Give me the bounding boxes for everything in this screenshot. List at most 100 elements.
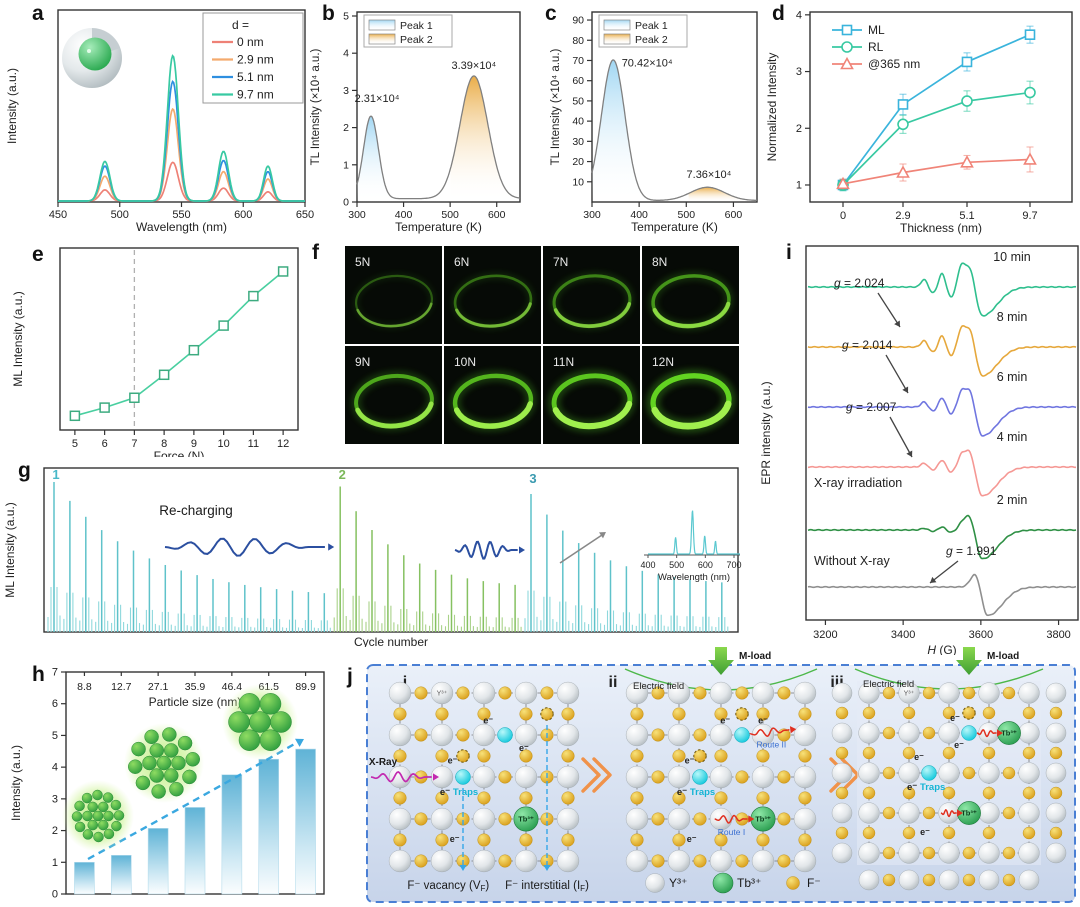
tl-glow-curve: 300 400 500 600 0 1 2 3 4 5 Temperature (K) TL Inte…	[310, 11, 521, 234]
svg-text:@365 nm: @365 nm	[868, 57, 920, 71]
bar-89.9	[295, 748, 316, 895]
svg-text:1: 1	[52, 467, 59, 482]
panel-b-chart: 300 400 500 600 0 1 2 3 4 5 Temperature (K) TL Inte…	[305, 0, 545, 240]
y-axis-label: ML Intensity (a.u.)	[11, 291, 25, 387]
defect-label: F⁻ vacancy (VF)	[407, 880, 489, 893]
panel-a: a 450 500 550 600 650 Wavelength (nm) Intensit…	[0, 0, 330, 235]
cycle-spike-cluster	[317, 593, 331, 632]
route2-arrow-iii	[976, 729, 997, 738]
x-axis-label: Thickness (nm)	[900, 221, 982, 235]
g-value-annotation: g = 2.014	[842, 338, 893, 352]
panel-e: e 5 6 7 8 9 10 11 12 Force (N) ML Intensity (a.u.…	[0, 235, 305, 463]
g-value-annotation: g = 2.007	[846, 400, 897, 414]
nanoparticle-cluster	[124, 723, 204, 803]
spectrum-2.9 nm	[58, 107, 305, 202]
y-axis-label: Normalized Intensity	[765, 53, 779, 162]
svg-text:3200: 3200	[813, 629, 837, 641]
svg-text:Peak 2: Peak 2	[400, 34, 433, 46]
svg-text:40: 40	[572, 116, 584, 128]
mechanism-schematic: i Tb³⁺ Y³⁺ e⁻ e⁻ e⁻ e⁻ Traps e⁻ X-Ray F⁻ vacancy …	[366, 647, 1076, 903]
svg-text:4: 4	[52, 762, 58, 774]
svg-text:e⁻: e⁻	[914, 752, 924, 762]
bar-27.1	[147, 828, 169, 895]
svg-text:11: 11	[248, 438, 259, 450]
area-Peak 1	[592, 60, 689, 202]
epr-curve-8 min	[807, 324, 1077, 377]
svg-text:7: 7	[52, 667, 58, 679]
ml-cycling: Cycle number ML Intensity (a.u.) 1 2 3 Re-cha…	[3, 467, 742, 649]
svg-text:500: 500	[441, 209, 459, 221]
force-label: 7N	[553, 255, 568, 269]
svg-text:Tb³⁺: Tb³⁺	[518, 815, 534, 824]
panel-i-label: i	[786, 241, 792, 264]
y-axis-label: Intensity (a.u.)	[9, 745, 23, 821]
svg-text:2: 2	[343, 122, 349, 134]
svg-text:9.7 nm: 9.7 nm	[237, 88, 274, 102]
panel-a-label: a	[32, 2, 44, 25]
area-Peak 2	[450, 75, 520, 202]
g-value-annotation: g = 2.024	[834, 276, 885, 290]
svg-text:30: 30	[572, 136, 584, 148]
force-label: 5N	[355, 255, 370, 269]
svg-text:0 nm: 0 nm	[237, 35, 264, 49]
svg-text:4: 4	[343, 48, 349, 60]
area-Peak 2	[688, 187, 757, 202]
route2-arrow	[749, 727, 790, 738]
svg-text:2: 2	[339, 467, 346, 482]
y-axis-label: EPR intensity (a.u.)	[759, 381, 773, 484]
force-label: 10N	[454, 355, 476, 369]
svg-text:60: 60	[572, 75, 584, 87]
svg-text:Tb³⁺: Tb³⁺	[1001, 729, 1017, 738]
nanoparticle-cluster	[62, 780, 134, 852]
cycle-spike-cluster	[301, 592, 315, 632]
x-axis-label: Temperature (K)	[631, 220, 718, 234]
axes-frame	[809, 11, 1073, 203]
svg-text:3.39×10⁴: 3.39×10⁴	[451, 60, 496, 72]
time-label: 8 min	[997, 310, 1028, 324]
svg-text:2.9 nm: 2.9 nm	[237, 53, 274, 67]
svg-text:e⁻: e⁻	[483, 715, 493, 725]
svg-text:600: 600	[488, 209, 506, 221]
svg-text:1: 1	[343, 159, 349, 171]
route2-label: Route II	[757, 740, 787, 750]
cycle-spike-cluster	[413, 563, 427, 632]
svg-text:e⁻: e⁻	[720, 715, 730, 725]
svg-text:700: 700	[726, 560, 741, 570]
panel-d: d 1 2 3 4 0 2.9 5.1 9.7 Thickness (nm) Normalized…	[760, 0, 1080, 235]
svg-text:Peak 1: Peak 1	[400, 20, 433, 32]
ml-ring-photo-7N: 7N	[543, 246, 640, 344]
svg-text:Y³⁺: Y³⁺	[669, 876, 687, 890]
panel-d-chart: 1 2 3 4 0 2.9 5.1 9.7 Thickness (nm) Normalized I…	[760, 0, 1080, 240]
recharging-label: Re-charging	[159, 503, 233, 518]
x-axis-label: H (G)	[927, 643, 956, 655]
cycle-spike-cluster	[429, 569, 443, 632]
svg-text:Tb³⁺: Tb³⁺	[961, 809, 977, 818]
panel-f: f 5N 6N 7N 8N 9N 10N 11N 12N	[305, 235, 750, 455]
svg-text:1: 1	[796, 179, 802, 191]
lattice: Tb³⁺ e⁻ e⁻ e⁻ Traps e⁻ e⁻	[625, 681, 817, 873]
svg-text:10: 10	[218, 438, 230, 450]
svg-text:500: 500	[669, 560, 684, 570]
svg-text:2: 2	[52, 825, 58, 837]
svg-text:Electric field: Electric field	[863, 679, 914, 690]
svg-text:e⁻: e⁻	[450, 834, 460, 844]
svg-text:5.1 nm: 5.1 nm	[237, 70, 274, 84]
svg-text:5: 5	[343, 11, 349, 23]
m-load-arrow	[956, 647, 982, 675]
route1-arrow-iii	[940, 809, 957, 818]
cycle-spike-cluster	[270, 589, 284, 632]
svg-text:500: 500	[678, 209, 696, 221]
thickness-dependence: 1 2 3 4 0 2.9 5.1 9.7 Thickness (nm) Normalized I…	[765, 9, 1073, 235]
svg-text:e⁻: e⁻	[920, 827, 930, 837]
ml-ring-photo-10N: 10N	[444, 346, 541, 444]
cycle-spike-cluster	[126, 550, 141, 632]
svg-text:0: 0	[52, 889, 58, 901]
force-label: 12N	[652, 355, 674, 369]
svg-text:2: 2	[796, 123, 802, 135]
panel-c-chart: 300 400 500 600 10 20 30 40 50 60 70 80 90 Temperatur…	[545, 0, 770, 240]
tl-glow-curve: 300 400 500 600 10 20 30 40 50 60 70 80 90 Temperatur…	[550, 11, 758, 234]
epr-curve-Without X-ray	[807, 573, 1077, 617]
svg-text:Tb³⁺: Tb³⁺	[737, 876, 761, 890]
recharge-pulse-arrow-2	[454, 540, 518, 560]
